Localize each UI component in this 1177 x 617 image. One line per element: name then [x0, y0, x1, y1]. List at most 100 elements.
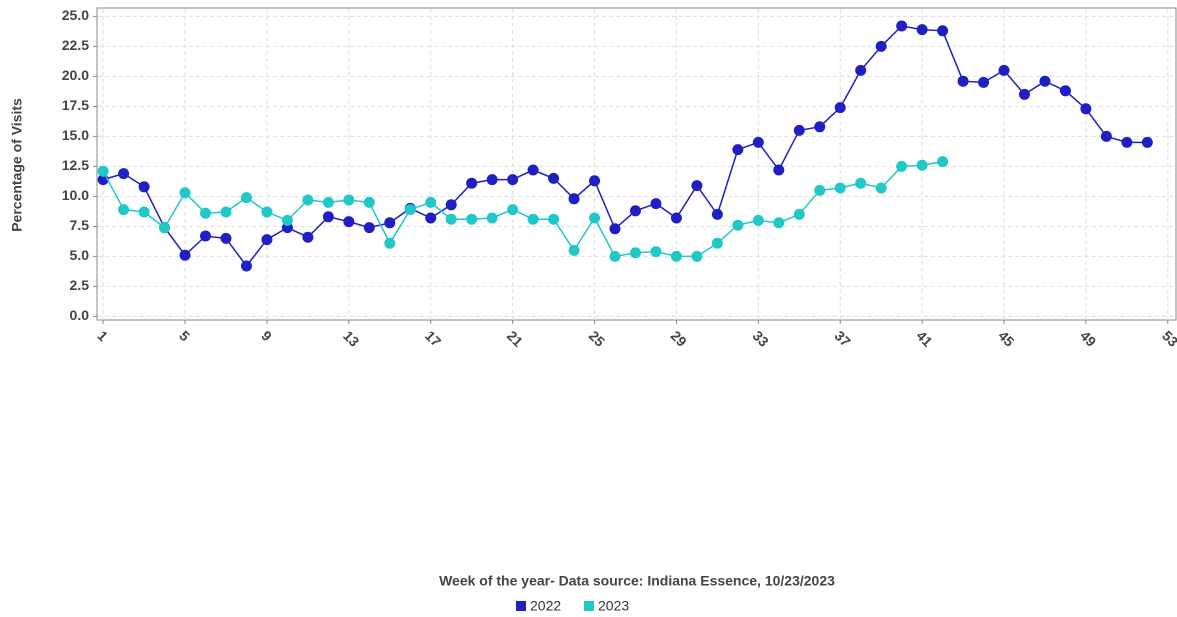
data-point	[998, 64, 1010, 76]
data-point	[118, 204, 130, 216]
data-point	[711, 208, 723, 220]
data-point	[916, 159, 928, 171]
data-point	[834, 182, 846, 194]
x-axis-label: Week of the year- Data source: Indiana E…	[439, 573, 835, 589]
data-point	[425, 196, 437, 208]
data-point	[937, 25, 949, 37]
x-tick-label: 21	[504, 327, 526, 349]
data-point	[629, 247, 641, 259]
data-point	[814, 121, 826, 133]
data-point	[507, 174, 519, 186]
data-point	[220, 206, 232, 218]
data-point	[1100, 130, 1112, 142]
data-point	[363, 196, 375, 208]
data-point	[896, 20, 908, 32]
legend-label: 2023	[598, 598, 629, 614]
data-point	[1080, 103, 1092, 115]
x-tick-label: 5	[176, 327, 193, 344]
data-point	[752, 136, 764, 148]
data-point	[97, 165, 109, 177]
data-point	[118, 168, 130, 180]
data-point	[261, 234, 273, 246]
data-point	[978, 76, 990, 88]
data-point	[486, 212, 498, 224]
data-point	[200, 207, 212, 219]
x-tick-label: 1	[94, 327, 111, 344]
x-tick-label: 25	[586, 327, 608, 349]
y-tick-label: 25.0	[62, 7, 89, 23]
data-point	[568, 244, 580, 256]
data-point	[548, 213, 560, 225]
data-point	[711, 237, 723, 249]
data-point	[670, 250, 682, 262]
data-point	[1141, 136, 1153, 148]
data-point	[281, 214, 293, 226]
x-tick-label: 53	[1159, 327, 1177, 349]
data-point	[507, 204, 519, 216]
data-point	[404, 204, 416, 216]
data-point	[138, 206, 150, 218]
y-tick-label: 12.5	[62, 157, 89, 173]
y-tick-label: 5.0	[70, 247, 90, 263]
y-tick-label: 15.0	[62, 127, 89, 143]
data-point	[896, 160, 908, 172]
data-point	[691, 250, 703, 262]
data-point	[650, 198, 662, 210]
data-point	[609, 250, 621, 262]
data-point	[261, 206, 273, 218]
data-point	[445, 213, 457, 225]
data-point	[916, 24, 928, 36]
y-tick-label: 0.0	[70, 307, 90, 323]
y-tick-label: 17.5	[62, 97, 89, 113]
legend-label: 2022	[530, 598, 561, 614]
data-point	[363, 222, 375, 234]
data-point	[240, 260, 252, 272]
data-point	[1121, 136, 1133, 148]
x-tick-label: 9	[258, 327, 275, 344]
data-point	[486, 174, 498, 186]
plot-area	[96, 7, 1177, 321]
data-point	[589, 212, 601, 224]
x-tick-label: 33	[750, 327, 772, 349]
x-tick-label: 37	[831, 327, 853, 349]
data-point	[609, 223, 621, 235]
data-point	[814, 184, 826, 196]
x-tick-label: 49	[1077, 327, 1099, 349]
y-axis-label: Percentage of Visits	[9, 98, 25, 232]
data-point	[322, 196, 334, 208]
data-point	[855, 177, 867, 189]
data-point	[179, 249, 191, 261]
data-point	[732, 144, 744, 156]
data-point	[343, 194, 355, 206]
data-point	[1018, 88, 1030, 100]
x-tick-label: 45	[995, 327, 1017, 349]
data-point	[691, 180, 703, 192]
data-point	[589, 175, 601, 187]
data-point	[937, 156, 949, 168]
y-tick-label: 20.0	[62, 67, 89, 83]
data-point	[629, 205, 641, 217]
data-point	[527, 213, 539, 225]
data-point	[834, 102, 846, 114]
data-point	[466, 177, 478, 189]
data-point	[752, 214, 764, 226]
data-point	[773, 164, 785, 176]
data-point	[138, 181, 150, 193]
data-point	[875, 182, 887, 194]
data-point	[159, 222, 171, 234]
y-tick-label: 2.5	[70, 277, 90, 293]
data-point	[855, 64, 867, 76]
data-point	[650, 246, 662, 258]
data-point	[670, 212, 682, 224]
data-point	[240, 192, 252, 204]
x-tick-label: 17	[422, 327, 444, 349]
data-point	[220, 232, 232, 244]
data-point	[445, 199, 457, 211]
x-tick-label: 41	[913, 327, 935, 349]
data-point	[322, 211, 334, 223]
legend-swatch	[584, 601, 594, 611]
x-tick-label: 29	[668, 327, 690, 349]
data-point	[425, 212, 437, 224]
data-point	[1059, 85, 1071, 97]
data-point	[957, 75, 969, 87]
